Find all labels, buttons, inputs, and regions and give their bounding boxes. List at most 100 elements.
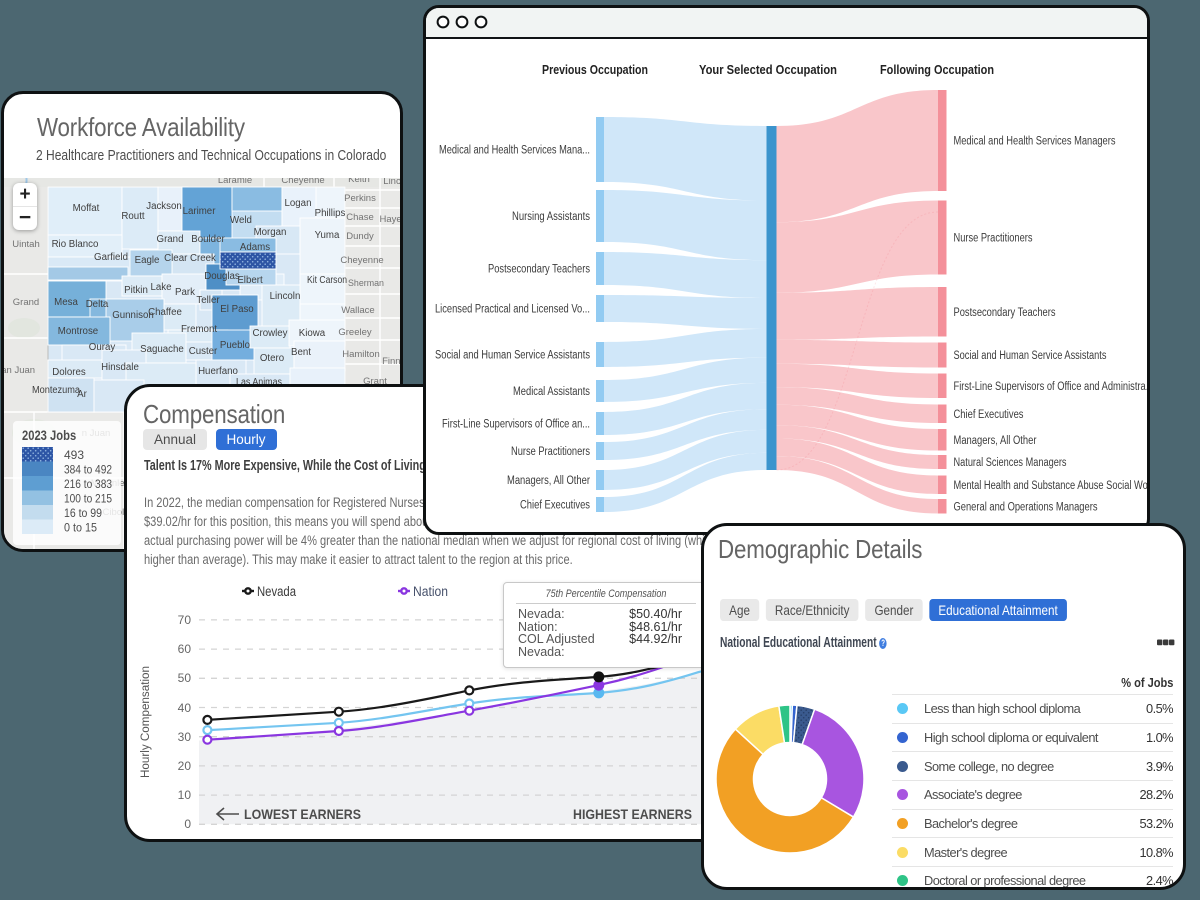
svg-text:30: 30 <box>178 730 192 744</box>
svg-text:Ouray: Ouray <box>89 342 116 353</box>
svg-text:Routt: Routt <box>121 211 144 222</box>
svg-text:Delta: Delta <box>86 299 109 310</box>
svg-text:Lake: Lake <box>150 282 171 293</box>
svg-text:San Juan: San Juan <box>4 365 35 376</box>
svg-text:Logan: Logan <box>285 198 312 209</box>
svg-text:Licensed Practical and License: Licensed Practical and Licensed Vo... <box>435 304 590 316</box>
svg-text:Ar: Ar <box>77 389 87 400</box>
svg-text:Hamilton: Hamilton <box>342 349 380 360</box>
svg-text:Saguache: Saguache <box>140 344 184 355</box>
svg-text:Jackson: Jackson <box>146 201 182 212</box>
svg-text:Following Occupation: Following Occupation <box>880 63 994 77</box>
svg-text:Phillips: Phillips <box>315 208 346 219</box>
svg-text:Perkins: Perkins <box>344 193 376 204</box>
svg-text:Pitkin: Pitkin <box>124 285 148 296</box>
svg-text:Douglas: Douglas <box>204 271 240 282</box>
svg-text:Dolores: Dolores <box>52 367 86 378</box>
svg-text:Rio Blanco: Rio Blanco <box>52 239 99 250</box>
svg-text:Montrose: Montrose <box>58 326 98 337</box>
svg-text:Medical and Health Services Ma: Medical and Health Services Mana... <box>439 145 590 157</box>
svg-text:Chief Executives: Chief Executives <box>520 500 590 512</box>
svg-text:Otero: Otero <box>260 353 284 364</box>
svg-text:Clear Creek: Clear Creek <box>164 253 216 264</box>
svg-text:Chief Executives: Chief Executives <box>954 409 1024 421</box>
svg-text:Morgan: Morgan <box>254 227 287 238</box>
svg-text:Medical Assistants: Medical Assistants <box>513 386 590 398</box>
svg-text:0 to 15: 0 to 15 <box>64 521 97 535</box>
svg-text:Nurse Practitioners: Nurse Practitioners <box>954 233 1033 245</box>
svg-text:Montezuma: Montezuma <box>32 385 81 396</box>
svg-text:Nursing Assistants: Nursing Assistants <box>512 211 590 223</box>
svg-text:HIGHEST EARNERS: HIGHEST EARNERS <box>573 806 692 822</box>
svg-text:Crowley: Crowley <box>253 328 288 339</box>
svg-text:20: 20 <box>178 759 192 773</box>
svg-text:384 to 492: 384 to 492 <box>64 463 112 477</box>
svg-text:Kiowa: Kiowa <box>299 328 326 339</box>
svg-text:40: 40 <box>178 701 192 715</box>
svg-text:Nation: Nation <box>413 584 448 599</box>
svg-text:General and Operations Manager: General and Operations Managers <box>954 501 1098 513</box>
svg-text:Nurse Practitioners: Nurse Practitioners <box>511 446 590 458</box>
svg-text:Cheyenne: Cheyenne <box>281 178 324 186</box>
svg-text:Linc: Linc <box>383 178 400 187</box>
svg-text:Keith: Keith <box>348 178 370 185</box>
svg-text:216 to 383: 216 to 383 <box>64 477 112 491</box>
svg-text:Managers, All Other: Managers, All Other <box>507 475 590 487</box>
svg-text:Eagle: Eagle <box>135 255 160 266</box>
svg-text:Yuma: Yuma <box>315 230 340 241</box>
svg-text:Larimer: Larimer <box>183 206 217 217</box>
svg-text:Natural Sciences Managers: Natural Sciences Managers <box>954 457 1067 469</box>
svg-text:0: 0 <box>184 817 191 831</box>
svg-text:Fremont: Fremont <box>181 324 217 335</box>
svg-text:Boulder: Boulder <box>191 234 225 245</box>
svg-text:Mesa: Mesa <box>54 297 78 308</box>
svg-text:Postsecondary Teachers: Postsecondary Teachers <box>488 264 590 276</box>
svg-text:Las Animas: Las Animas <box>236 377 282 388</box>
svg-text:Custer: Custer <box>189 346 218 357</box>
svg-text:First-Line Supervisors of Offi: First-Line Supervisors of Office and Adm… <box>954 381 1150 393</box>
svg-text:Uintah: Uintah <box>12 239 39 250</box>
svg-text:First-Line Supervisors of Offi: First-Line Supervisors of Office an... <box>442 419 590 431</box>
svg-text:Lincoln: Lincoln <box>270 291 301 302</box>
svg-text:Chase: Chase <box>346 212 373 223</box>
svg-text:Hayes: Hayes <box>380 214 400 225</box>
svg-text:Grand: Grand <box>13 297 39 308</box>
svg-text:16 to 99: 16 to 99 <box>64 506 102 520</box>
svg-text:Finne: Finne <box>382 356 400 367</box>
svg-text:Kit Carson: Kit Carson <box>307 275 347 286</box>
svg-text:Managers, All Other: Managers, All Other <box>954 435 1037 447</box>
svg-text:70: 70 <box>178 613 192 627</box>
svg-text:493: 493 <box>64 448 84 462</box>
svg-text:60: 60 <box>178 642 192 656</box>
svg-text:Grant: Grant <box>363 376 387 387</box>
svg-text:Social and Human Service Assis: Social and Human Service Assistants <box>954 350 1107 362</box>
svg-text:Weld: Weld <box>230 215 252 226</box>
svg-text:50: 50 <box>178 671 192 685</box>
svg-text:Hinsdale: Hinsdale <box>101 362 139 373</box>
svg-text:El Paso: El Paso <box>220 304 253 315</box>
svg-text:Social and Human Service Assis: Social and Human Service Assistants <box>435 350 590 362</box>
svg-text:Grand: Grand <box>157 234 184 245</box>
svg-text:Mental Health and Substance Ab: Mental Health and Substance Abuse Social… <box>954 480 1150 492</box>
svg-text:100 to 215: 100 to 215 <box>64 492 112 506</box>
svg-text:Sherman: Sherman <box>348 278 384 289</box>
svg-text:Wallace: Wallace <box>341 305 374 316</box>
svg-text:Elbert: Elbert <box>237 275 263 286</box>
svg-text:Pueblo: Pueblo <box>220 340 250 351</box>
svg-text:Teller: Teller <box>196 295 220 306</box>
svg-text:Nevada: Nevada <box>257 584 296 599</box>
svg-text:Cheyenne: Cheyenne <box>340 255 383 266</box>
svg-text:Your Selected Occupation: Your Selected Occupation <box>699 63 837 77</box>
svg-text:Bent: Bent <box>291 347 311 358</box>
svg-text:Postsecondary Teachers: Postsecondary Teachers <box>954 307 1056 319</box>
svg-text:Laramie: Laramie <box>218 178 252 186</box>
svg-text:Dundy: Dundy <box>346 231 374 242</box>
svg-text:Gunnison: Gunnison <box>112 310 153 321</box>
svg-text:Greeley: Greeley <box>338 327 372 338</box>
svg-text:Chaffee: Chaffee <box>148 307 182 318</box>
svg-text:Moffat: Moffat <box>73 203 100 214</box>
svg-text:Medical and Health Services Ma: Medical and Health Services Managers <box>954 136 1116 148</box>
svg-text:LOWEST EARNERS: LOWEST EARNERS <box>244 806 361 822</box>
svg-text:Hourly Compensation: Hourly Compensation <box>140 666 152 778</box>
svg-text:Previous Occupation: Previous Occupation <box>542 63 648 77</box>
